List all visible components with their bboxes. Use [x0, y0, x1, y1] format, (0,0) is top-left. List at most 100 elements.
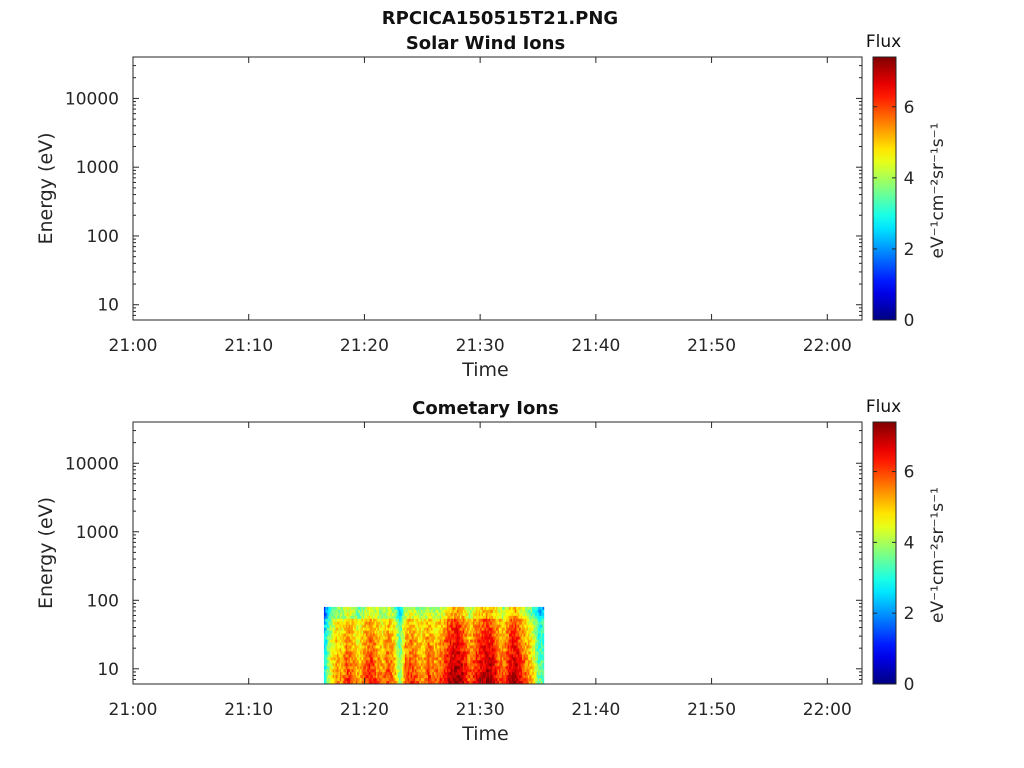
- heatmap-cell: [387, 609, 390, 614]
- heatmap-cell: [351, 654, 354, 658]
- heatmap-cell: [504, 678, 507, 682]
- heatmap-cell: [484, 636, 487, 640]
- heatmap-cell: [464, 648, 467, 652]
- heatmap-cell: [394, 669, 397, 673]
- heatmap-cell: [345, 672, 348, 676]
- heatmap-cell: [504, 609, 507, 614]
- heatmap-cell: [461, 663, 464, 667]
- heatmap-cell: [497, 627, 500, 632]
- heatmap-cell: [475, 624, 478, 629]
- heatmap-cell: [462, 654, 465, 658]
- heatmap-cell: [503, 615, 506, 620]
- heatmap-cell: [487, 660, 490, 664]
- heatmap-cell: [325, 606, 328, 611]
- heatmap-cell: [451, 654, 454, 658]
- heatmap-cell: [400, 681, 403, 685]
- heatmap-cell: [520, 618, 523, 623]
- heatmap-cell: [373, 669, 375, 673]
- heatmap-cell: [465, 630, 468, 634]
- y-tick-label: 10000: [65, 454, 119, 474]
- heatmap-cell: [498, 678, 501, 682]
- heatmap-cell: [384, 624, 387, 629]
- heatmap-cell: [391, 627, 394, 632]
- heatmap-cell: [354, 624, 357, 629]
- heatmap-cell: [368, 675, 371, 679]
- heatmap-cell: [407, 648, 410, 652]
- heatmap-cell: [403, 618, 406, 623]
- heatmap-cell: [442, 621, 445, 626]
- heatmap-cell: [523, 636, 526, 640]
- heatmap-cell: [403, 630, 406, 634]
- heatmap-cell: [410, 651, 413, 655]
- heatmap-cell: [378, 678, 381, 682]
- heatmap-cell: [422, 672, 425, 676]
- heatmap-cell: [426, 624, 429, 629]
- heatmap-cell: [339, 657, 342, 661]
- heatmap-cell: [347, 636, 349, 640]
- heatmap-cell: [436, 645, 439, 649]
- heatmap-cell: [536, 639, 539, 643]
- heatmap-cell: [328, 672, 331, 676]
- heatmap-cell: [370, 669, 373, 673]
- heatmap-cell: [497, 636, 500, 640]
- heatmap-cell: [490, 621, 493, 626]
- heatmap-cell: [487, 609, 490, 614]
- heatmap-cell: [527, 609, 530, 614]
- heatmap-cell: [513, 618, 516, 623]
- heatmap-cell: [471, 633, 474, 637]
- heatmap-cell: [345, 630, 348, 634]
- heatmap-cell: [458, 681, 461, 685]
- heatmap-cell: [386, 639, 388, 643]
- heatmap-cell: [433, 657, 436, 661]
- heatmap-cell: [399, 657, 401, 661]
- heatmap-cell: [527, 630, 530, 634]
- heatmap-cell: [507, 651, 510, 655]
- heatmap-cell: [511, 666, 514, 670]
- heatmap-cell: [347, 678, 349, 682]
- heatmap-cell: [498, 645, 501, 649]
- heatmap-cell: [490, 681, 493, 685]
- heatmap-cell: [504, 624, 507, 629]
- heatmap-cell: [352, 642, 355, 646]
- heatmap-cell: [526, 681, 529, 685]
- heatmap-cell: [457, 666, 459, 670]
- heatmap-cell: [365, 681, 368, 685]
- heatmap-cell: [445, 627, 448, 632]
- heatmap-cell: [364, 663, 367, 667]
- heatmap-cell: [488, 657, 491, 661]
- heatmap-cell: [457, 663, 459, 667]
- heatmap-cell: [404, 618, 407, 623]
- heatmap-cell: [406, 642, 409, 646]
- heatmap-cell: [428, 669, 430, 673]
- heatmap-cell: [426, 654, 429, 658]
- heatmap-cell: [339, 663, 342, 667]
- heatmap-cell: [413, 615, 416, 620]
- heatmap-cell: [391, 609, 394, 614]
- heatmap-cell: [380, 666, 383, 670]
- heatmap-cell: [432, 624, 435, 629]
- heatmap-cell: [416, 660, 419, 664]
- heatmap-cell: [509, 678, 511, 682]
- heatmap-cell: [397, 621, 400, 626]
- heatmap-cell: [535, 672, 537, 676]
- heatmap-cell: [435, 675, 438, 679]
- heatmap-cell: [325, 681, 328, 685]
- heatmap-cell: [428, 642, 430, 646]
- heatmap-cell: [396, 624, 399, 629]
- heatmap-cell: [524, 648, 527, 652]
- heatmap-cell: [390, 606, 393, 611]
- heatmap-cell: [462, 663, 465, 667]
- heatmap-cell: [336, 678, 339, 682]
- heatmap-cell: [467, 681, 469, 685]
- heatmap-cell: [455, 630, 458, 634]
- heatmap-cell: [399, 660, 401, 664]
- heatmap-cell: [467, 636, 469, 640]
- heatmap-cell: [454, 636, 456, 640]
- heatmap-cell: [530, 606, 533, 611]
- heatmap-cell: [454, 615, 456, 620]
- heatmap-cell: [493, 666, 496, 670]
- heatmap-cell: [345, 618, 348, 623]
- heatmap-cell: [355, 648, 358, 652]
- heatmap-cell: [384, 612, 387, 617]
- heatmap-cell: [432, 627, 435, 632]
